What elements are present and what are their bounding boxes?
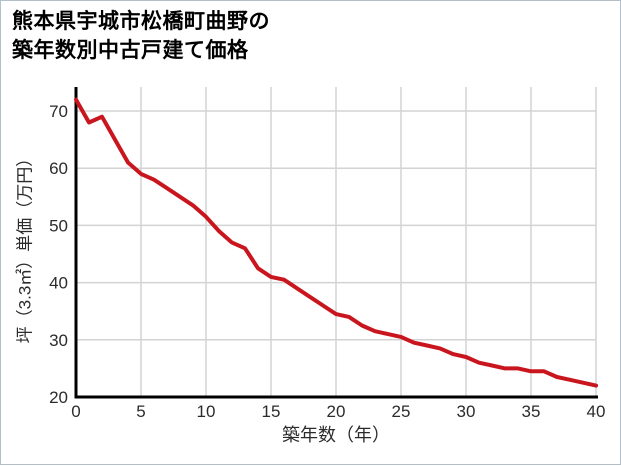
chart-title-line1: 熊本県宇城市松橋町曲野の [12,10,270,33]
y-tick-label: 30 [49,331,68,350]
y-tick-label: 50 [49,216,68,235]
x-tick-label: 10 [197,402,216,421]
x-tick-label: 40 [587,402,606,421]
x-tick-label: 15 [262,402,281,421]
x-tick-label: 20 [327,402,346,421]
chart-title: 熊本県宇城市松橋町曲野の 築年数別中古戸建て価格 [12,7,270,65]
price-line-series [74,97,598,388]
x-axis-label: 築年数（年） [282,425,390,445]
y-tick-label: 20 [49,388,68,407]
x-tick-label: 5 [136,402,145,421]
x-tick-label: 35 [522,402,541,421]
x-tick-label: 25 [392,402,411,421]
x-tick-label: 30 [457,402,476,421]
y-tick-label: 70 [49,102,68,121]
y-tick-label: 60 [49,159,68,178]
y-tick-label: 40 [49,274,68,293]
chart-title-line2: 築年数別中古戸建て価格 [12,39,249,62]
x-tick-label: 0 [71,402,80,421]
